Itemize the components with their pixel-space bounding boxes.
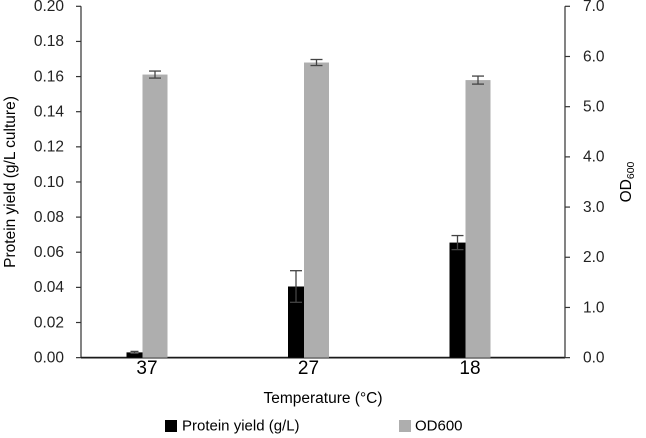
svg-text:0.16: 0.16	[34, 68, 64, 85]
svg-text:Temperature (°C): Temperature (°C)	[263, 390, 382, 407]
svg-text:0.12: 0.12	[34, 139, 64, 156]
svg-text:37: 37	[136, 358, 157, 379]
svg-text:OD600: OD600	[415, 418, 463, 435]
svg-text:6.0: 6.0	[583, 48, 605, 65]
svg-text:0.20: 0.20	[34, 0, 65, 15]
svg-text:0.06: 0.06	[34, 244, 64, 261]
svg-text:27: 27	[298, 358, 319, 379]
svg-text:0.02: 0.02	[34, 314, 64, 331]
svg-text:0.18: 0.18	[34, 33, 64, 50]
svg-text:4.0: 4.0	[583, 149, 605, 166]
svg-text:5.0: 5.0	[583, 98, 605, 115]
svg-text:0.14: 0.14	[34, 104, 65, 121]
svg-text:18: 18	[459, 358, 480, 379]
svg-text:0.10: 0.10	[34, 174, 65, 191]
svg-text:0.04: 0.04	[34, 279, 65, 296]
svg-text:7.0: 7.0	[583, 0, 605, 15]
svg-text:0.08: 0.08	[34, 209, 64, 226]
svg-text:2.0: 2.0	[583, 249, 605, 266]
svg-text:3.0: 3.0	[583, 199, 605, 216]
svg-text:1.0: 1.0	[583, 299, 605, 316]
svg-text:Protein yield (g/L culture): Protein yield (g/L culture)	[2, 96, 19, 268]
svg-text:0.0: 0.0	[583, 349, 605, 366]
svg-text:0.00: 0.00	[34, 349, 65, 366]
svg-text:Protein yield (g/L): Protein yield (g/L)	[182, 418, 300, 435]
svg-text:OD600: OD600	[618, 161, 637, 202]
